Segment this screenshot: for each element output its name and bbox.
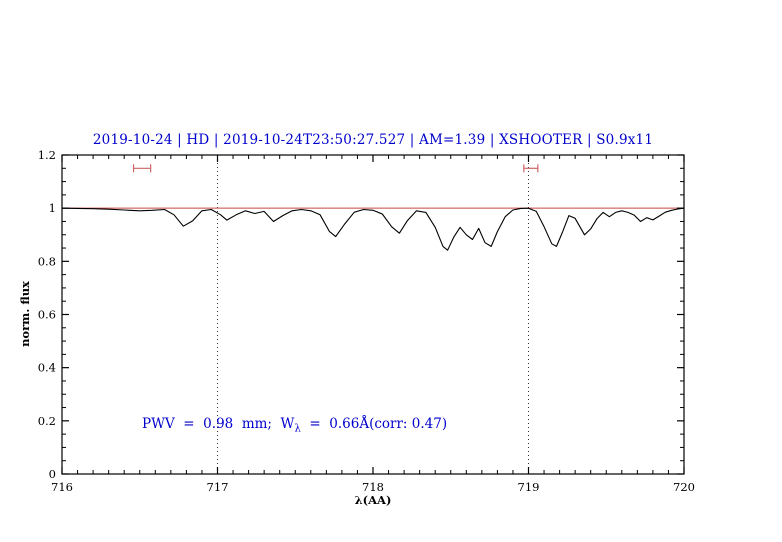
pwv-annotation-post: = 0.66Å(corr: 0.47) (300, 416, 448, 432)
y-tick-label: 0.2 (38, 414, 56, 428)
x-tick-label: 719 (518, 480, 540, 494)
y-tick-label: 0 (49, 467, 56, 481)
pwv-annotation: PWV = 0.98 mm; Wλ = 0.66Å(corr: 0.47) (142, 416, 447, 435)
y-tick-label: 1 (49, 201, 56, 215)
pwv-annotation-lambda-sub: λ (294, 423, 301, 435)
y-tick-label: 0.4 (38, 361, 56, 375)
x-tick-label: 720 (673, 480, 695, 494)
x-tick-label: 717 (207, 480, 229, 494)
spectrum-line (61, 207, 685, 251)
pwv-annotation-pre: PWV = 0.98 mm; W (142, 416, 295, 432)
y-tick-label: 0.6 (38, 308, 56, 322)
x-tick-label: 718 (362, 480, 384, 494)
y-axis-label: norm. flux (18, 281, 32, 347)
y-tick-label: 1.2 (38, 148, 56, 162)
x-axis-label: λ(AA) (354, 493, 392, 507)
plot-title: 2019-10-24 | HD | 2019-10-24T23:50:27.52… (92, 132, 654, 148)
y-tick-label: 0.8 (38, 254, 56, 268)
x-tick-label: 716 (51, 480, 73, 494)
